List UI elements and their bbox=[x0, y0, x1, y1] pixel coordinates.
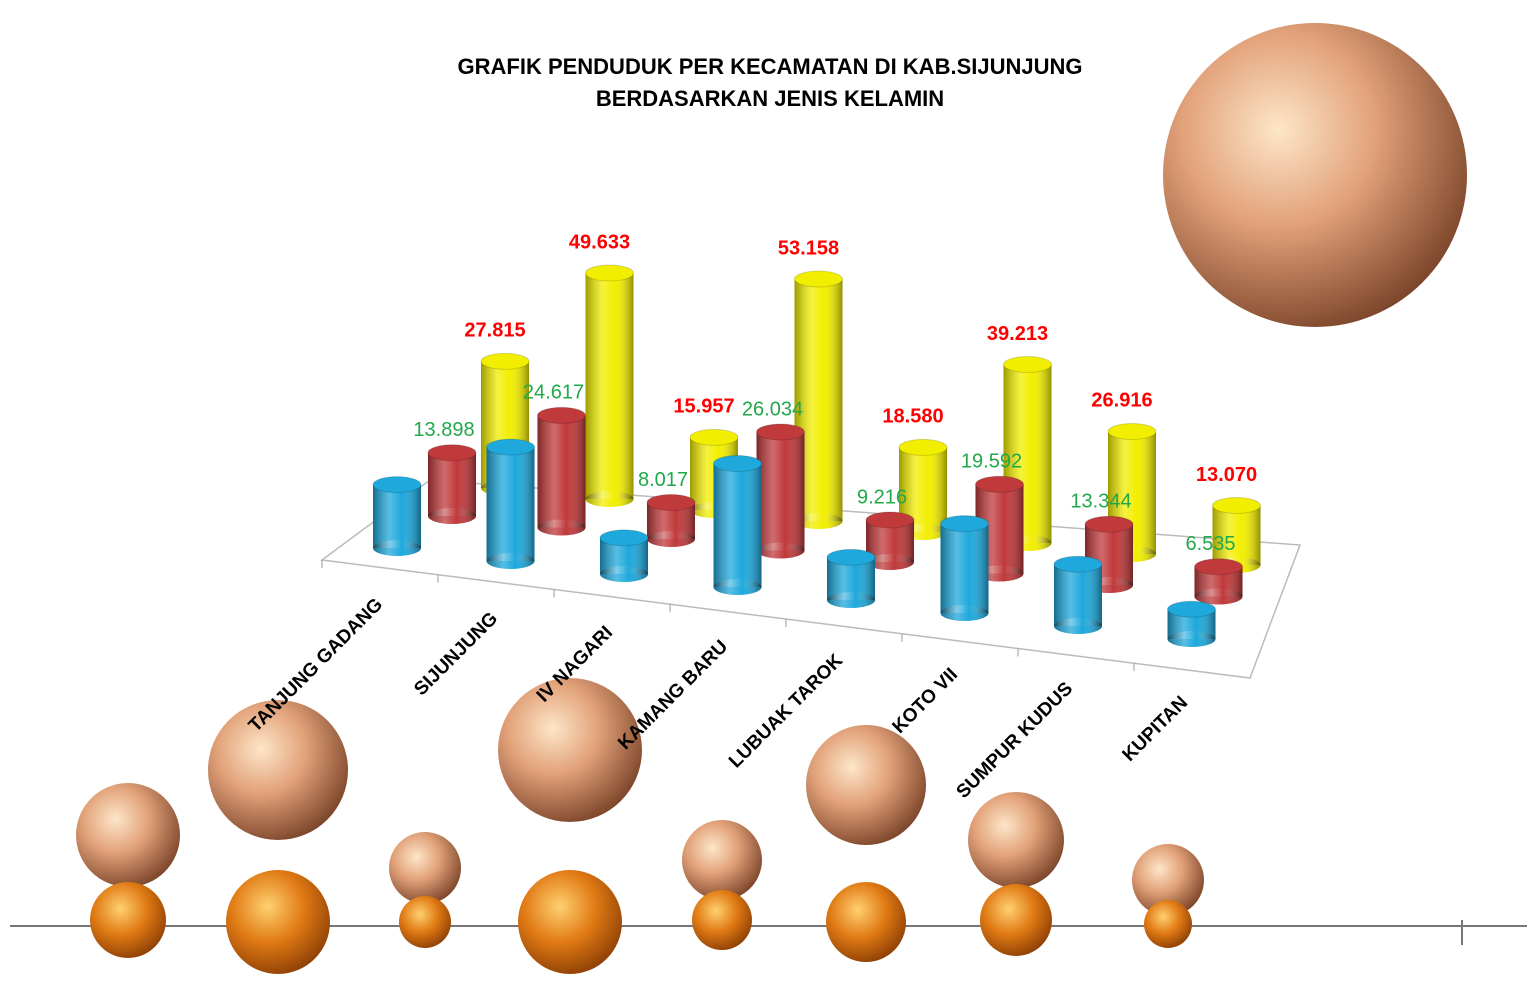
data-label: 27.815 bbox=[464, 320, 525, 342]
data-label: 15.957 bbox=[673, 396, 734, 418]
cylinder bbox=[975, 475, 1024, 582]
chart-subtitle: BERDASARKAN JENIS KELAMIN bbox=[596, 86, 944, 111]
cylinder bbox=[826, 548, 876, 608]
cylinder bbox=[537, 406, 586, 536]
x-tick-label: KAMANG BARU bbox=[614, 636, 732, 754]
x-tick-label: SUMPUR KUDUS bbox=[952, 678, 1077, 803]
cylinder bbox=[940, 515, 989, 621]
x-tick-label: KUPITAN bbox=[1119, 692, 1193, 766]
cylinder bbox=[646, 494, 696, 547]
cylinder bbox=[865, 511, 915, 570]
data-label: 8.017 bbox=[638, 469, 688, 491]
cylinder bbox=[1053, 555, 1103, 634]
data-label: 53.158 bbox=[778, 237, 839, 259]
cylinder bbox=[756, 423, 805, 559]
cylinder bbox=[585, 264, 634, 507]
cylinder bbox=[372, 476, 422, 556]
cylinder bbox=[599, 529, 649, 582]
decoration bbox=[10, 23, 1527, 974]
chart-title: GRAFIK PENDUDUK PER KECAMATAN DI KAB.SIJ… bbox=[458, 54, 1083, 79]
data-label: 13.070 bbox=[1196, 464, 1257, 486]
data-label: 13.898 bbox=[413, 419, 474, 441]
data-label: 49.633 bbox=[569, 231, 630, 253]
data-label: 39.213 bbox=[987, 323, 1048, 345]
data-label: 24.617 bbox=[523, 382, 584, 404]
cylinder bbox=[1194, 558, 1243, 605]
data-label: 9.216 bbox=[857, 486, 907, 508]
x-tick-label: KOTO VII bbox=[888, 664, 962, 738]
data-label: 19.592 bbox=[961, 451, 1022, 473]
cylinder bbox=[713, 455, 762, 595]
data-label: 13.344 bbox=[1070, 491, 1131, 513]
cylinder bbox=[427, 444, 477, 524]
cylinder bbox=[1167, 600, 1216, 647]
cylinder bbox=[486, 438, 535, 569]
data-label: 26.916 bbox=[1091, 390, 1152, 412]
x-tick-label: SIJUNJUNG bbox=[410, 608, 502, 700]
data-label: 18.580 bbox=[882, 406, 943, 428]
data-label: 6.535 bbox=[1185, 533, 1235, 555]
data-label: 26.034 bbox=[742, 398, 803, 420]
